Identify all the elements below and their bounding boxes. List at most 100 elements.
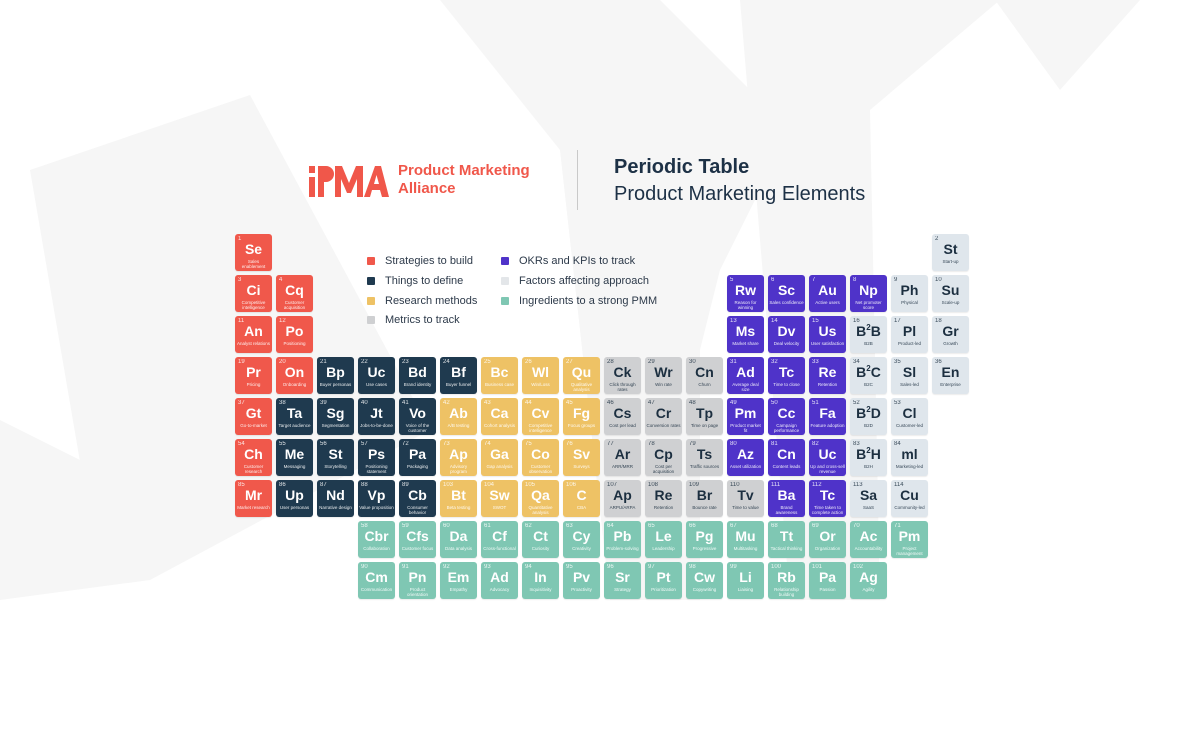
element-cell[interactable]: 32 Tc Time to close xyxy=(768,357,805,394)
element-cell[interactable]: 12 Po Positioning xyxy=(276,316,313,353)
element-cell[interactable]: 61 Cf Cross-functional xyxy=(481,521,518,558)
element-cell[interactable]: 11 An Analyst relations xyxy=(235,316,272,353)
element-cell[interactable]: 14 Dv Deal velocity xyxy=(768,316,805,353)
element-cell[interactable]: 103 Bt Beta testing xyxy=(440,480,477,517)
element-cell[interactable]: 77 Ar ARR/MRR xyxy=(604,439,641,476)
element-cell[interactable]: 51 Fa Feature adoption xyxy=(809,398,846,435)
element-cell[interactable]: 16 B2B B2B xyxy=(850,316,887,353)
element-cell[interactable]: 66 Pg Progressive xyxy=(686,521,723,558)
element-cell[interactable]: 63 Cy Creativity xyxy=(563,521,600,558)
element-cell[interactable]: 90 Cm Communication xyxy=(358,562,395,599)
element-cell[interactable]: 69 Or Organization xyxy=(809,521,846,558)
element-cell[interactable]: 75 Co Customer observation xyxy=(522,439,559,476)
element-cell[interactable]: 81 Cn Content leads xyxy=(768,439,805,476)
element-cell[interactable]: 22 Uc Use cases xyxy=(358,357,395,394)
element-cell[interactable]: 98 Cw Copywriting xyxy=(686,562,723,599)
element-cell[interactable]: 105 Qa Quantitative analysis xyxy=(522,480,559,517)
element-cell[interactable]: 113 Sa SaaS xyxy=(850,480,887,517)
element-cell[interactable]: 110 Tv Time to value xyxy=(727,480,764,517)
element-cell[interactable]: 45 Fg Focus groups xyxy=(563,398,600,435)
element-cell[interactable]: 5 Rw Reason for winning xyxy=(727,275,764,312)
element-cell[interactable]: 48 Tp Time on page xyxy=(686,398,723,435)
element-cell[interactable]: 53 Cl Customer-led xyxy=(891,398,928,435)
element-cell[interactable]: 95 Pv Proactivity xyxy=(563,562,600,599)
element-cell[interactable]: 13 Ms Market share xyxy=(727,316,764,353)
element-cell[interactable]: 91 Pn Product orientation xyxy=(399,562,436,599)
element-cell[interactable]: 88 Vp Value proposition xyxy=(358,480,395,517)
element-cell[interactable]: 89 Cb Consumer behavior xyxy=(399,480,436,517)
element-cell[interactable]: 82 Uc Up and cross-sell revenue xyxy=(809,439,846,476)
element-cell[interactable]: 34 B2C B2C xyxy=(850,357,887,394)
element-cell[interactable]: 23 Bd Brand identity xyxy=(399,357,436,394)
element-cell[interactable]: 108 Re Retention xyxy=(645,480,682,517)
element-cell[interactable]: 58 Cbr Collaboration xyxy=(358,521,395,558)
element-cell[interactable]: 65 Le Leadership xyxy=(645,521,682,558)
element-cell[interactable]: 76 Sv Surveys xyxy=(563,439,600,476)
element-cell[interactable]: 18 Gr Growth xyxy=(932,316,969,353)
element-cell[interactable]: 43 Ca Cohort analysis xyxy=(481,398,518,435)
element-cell[interactable]: 7 Au Active users xyxy=(809,275,846,312)
element-cell[interactable]: 54 Ch Customer research xyxy=(235,439,272,476)
element-cell[interactable]: 92 Em Empathy xyxy=(440,562,477,599)
element-cell[interactable]: 3 Ci Competitive intelligence xyxy=(235,275,272,312)
element-cell[interactable]: 107 Ap ARPU/ARPA xyxy=(604,480,641,517)
element-cell[interactable]: 64 Pb Problem-solving xyxy=(604,521,641,558)
element-cell[interactable]: 94 In Inquisitivity xyxy=(522,562,559,599)
element-cell[interactable]: 40 Jt Jobs-to-be-done xyxy=(358,398,395,435)
element-cell[interactable]: 97 Pt Prioritization xyxy=(645,562,682,599)
element-cell[interactable]: 112 Tc Time taken to complete action xyxy=(809,480,846,517)
element-cell[interactable]: 19 Pr Pricing xyxy=(235,357,272,394)
element-cell[interactable]: 57 Ps Positioning statement xyxy=(358,439,395,476)
element-cell[interactable]: 73 Ap Advisory program xyxy=(440,439,477,476)
element-cell[interactable]: 80 Az Asset utilization xyxy=(727,439,764,476)
element-cell[interactable]: 21 Bp Buyer personas xyxy=(317,357,354,394)
element-cell[interactable]: 50 Cc Campaign performance xyxy=(768,398,805,435)
element-cell[interactable]: 17 Pl Product-led xyxy=(891,316,928,353)
element-cell[interactable]: 24 Bf Buyer funnel xyxy=(440,357,477,394)
element-cell[interactable]: 38 Ta Target audience xyxy=(276,398,313,435)
element-cell[interactable]: 114 Cu Community-led xyxy=(891,480,928,517)
element-cell[interactable]: 85 Mr Market research xyxy=(235,480,272,517)
element-cell[interactable]: 1 Se Sales enablement xyxy=(235,234,272,271)
element-cell[interactable]: 9 Ph Physical xyxy=(891,275,928,312)
element-cell[interactable]: 56 St Storytelling xyxy=(317,439,354,476)
element-cell[interactable]: 68 Tt Tactical thinking xyxy=(768,521,805,558)
element-cell[interactable]: 47 Cr Conversion rates xyxy=(645,398,682,435)
element-cell[interactable]: 6 Sc Sales confidence xyxy=(768,275,805,312)
element-cell[interactable]: 55 Me Messaging xyxy=(276,439,313,476)
element-cell[interactable]: 102 Ag Agility xyxy=(850,562,887,599)
element-cell[interactable]: 41 Vo Voice of the customer xyxy=(399,398,436,435)
element-cell[interactable]: 62 Ct Curiosity xyxy=(522,521,559,558)
element-cell[interactable]: 79 Ts Traffic sources xyxy=(686,439,723,476)
element-cell[interactable]: 35 Sl Sales-led xyxy=(891,357,928,394)
element-cell[interactable]: 109 Br Bounce rate xyxy=(686,480,723,517)
element-cell[interactable]: 28 Ck Click through rates xyxy=(604,357,641,394)
element-cell[interactable]: 36 En Enterprise xyxy=(932,357,969,394)
element-cell[interactable]: 100 Rb Relationship building xyxy=(768,562,805,599)
element-cell[interactable]: 49 Pm Product market fit xyxy=(727,398,764,435)
element-cell[interactable]: 27 Qu Qualitative analysis xyxy=(563,357,600,394)
element-cell[interactable]: 31 Ad Average deal size xyxy=(727,357,764,394)
element-cell[interactable]: 93 Ad Advocacy xyxy=(481,562,518,599)
element-cell[interactable]: 10 Su Scale-up xyxy=(932,275,969,312)
element-cell[interactable]: 29 Wr Win rate xyxy=(645,357,682,394)
element-cell[interactable]: 96 Sr Strategy xyxy=(604,562,641,599)
element-cell[interactable]: 67 Mu Multitasking xyxy=(727,521,764,558)
element-cell[interactable]: 78 Cp Cost per acquisition xyxy=(645,439,682,476)
element-cell[interactable]: 111 Ba Brand awareness xyxy=(768,480,805,517)
element-cell[interactable]: 25 Bc Business case xyxy=(481,357,518,394)
element-cell[interactable]: 72 Pa Packaging xyxy=(399,439,436,476)
element-cell[interactable]: 83 B2H B2H xyxy=(850,439,887,476)
element-cell[interactable]: 44 Cv Competitive intelligence xyxy=(522,398,559,435)
element-cell[interactable]: 71 Pm Project management xyxy=(891,521,928,558)
element-cell[interactable]: 87 Nd Narrative design xyxy=(317,480,354,517)
element-cell[interactable]: 37 Gt Go-to-market xyxy=(235,398,272,435)
element-cell[interactable]: 59 Cfs Customer focus xyxy=(399,521,436,558)
element-cell[interactable]: 52 B2D B2D xyxy=(850,398,887,435)
element-cell[interactable]: 104 Sw SWOT xyxy=(481,480,518,517)
element-cell[interactable]: 42 Ab A/B testing xyxy=(440,398,477,435)
element-cell[interactable]: 99 Li Liaising xyxy=(727,562,764,599)
element-cell[interactable]: 84 ml Marketing-led xyxy=(891,439,928,476)
element-cell[interactable]: 46 Cs Cost per lead xyxy=(604,398,641,435)
element-cell[interactable]: 74 Ga Gap analysis xyxy=(481,439,518,476)
